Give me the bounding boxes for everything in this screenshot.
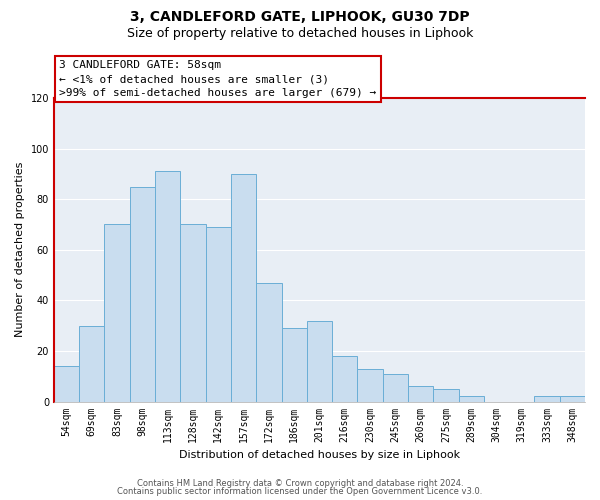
Bar bbox=[332, 356, 358, 402]
Bar bbox=[104, 224, 130, 402]
Bar bbox=[383, 374, 408, 402]
Bar bbox=[358, 368, 383, 402]
X-axis label: Distribution of detached houses by size in Liphook: Distribution of detached houses by size … bbox=[179, 450, 460, 460]
Bar bbox=[560, 396, 585, 402]
Bar bbox=[458, 396, 484, 402]
Bar bbox=[155, 172, 181, 402]
Bar bbox=[54, 366, 79, 402]
Text: Size of property relative to detached houses in Liphook: Size of property relative to detached ho… bbox=[127, 28, 473, 40]
Bar bbox=[535, 396, 560, 402]
Bar bbox=[281, 328, 307, 402]
Bar bbox=[181, 224, 206, 402]
Bar bbox=[79, 326, 104, 402]
Bar bbox=[130, 186, 155, 402]
Bar bbox=[408, 386, 433, 402]
Bar bbox=[206, 227, 231, 402]
Text: Contains HM Land Registry data © Crown copyright and database right 2024.: Contains HM Land Registry data © Crown c… bbox=[137, 478, 463, 488]
Text: 3 CANDLEFORD GATE: 58sqm
← <1% of detached houses are smaller (3)
>99% of semi-d: 3 CANDLEFORD GATE: 58sqm ← <1% of detach… bbox=[59, 60, 376, 98]
Bar bbox=[307, 320, 332, 402]
Text: 3, CANDLEFORD GATE, LIPHOOK, GU30 7DP: 3, CANDLEFORD GATE, LIPHOOK, GU30 7DP bbox=[130, 10, 470, 24]
Text: Contains public sector information licensed under the Open Government Licence v3: Contains public sector information licen… bbox=[118, 487, 482, 496]
Bar bbox=[231, 174, 256, 402]
Bar bbox=[256, 282, 281, 402]
Y-axis label: Number of detached properties: Number of detached properties bbox=[15, 162, 25, 338]
Bar bbox=[433, 389, 458, 402]
